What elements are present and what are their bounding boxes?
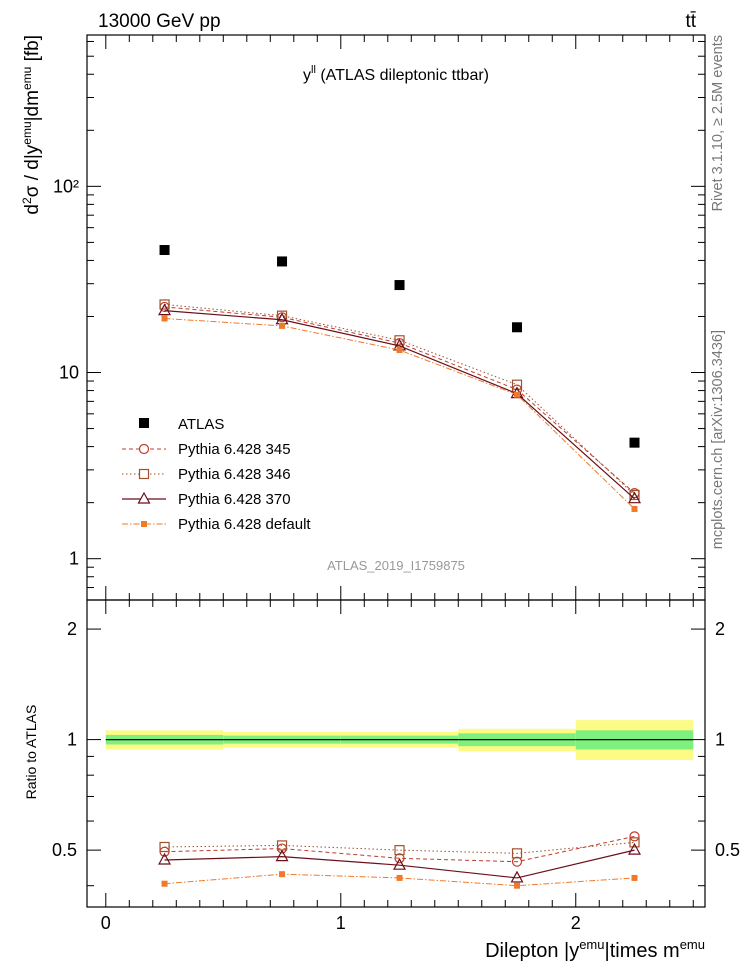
series-pythia-6-428-default [161, 315, 638, 512]
data-point [514, 391, 521, 398]
ratio-plot-content [105, 720, 694, 889]
data-point [629, 837, 640, 848]
data-point [158, 303, 172, 316]
main-plot-content [158, 245, 642, 512]
data-point [161, 315, 168, 322]
main-x-ticks [105, 35, 694, 600]
ratio-panel: 0.5 0.5 1 1 2 2 0 1 2 Ratio to ATLAS Dilepton |… [23, 599, 740, 962]
legend-entry-345: Pythia 6.428 345 [122, 441, 291, 458]
data-point [161, 880, 168, 887]
data-point [631, 874, 638, 881]
series-line [164, 306, 635, 494]
data-point [159, 299, 170, 310]
main-y-tick-label: 1 [69, 549, 79, 569]
ratio-y-tick-label: 2 [67, 619, 77, 639]
data-point [631, 505, 638, 512]
data-point [627, 491, 642, 504]
legend-entry-default: Pythia 6.428 default [122, 516, 311, 533]
data-point [394, 280, 405, 291]
legend-label-atlas: ATLAS [178, 416, 224, 433]
series-pythia-6-428-345 [159, 831, 640, 867]
ratio-frame [86, 599, 706, 908]
ratio-y-tick-label-right: 0.5 [715, 840, 740, 860]
data-point [275, 849, 289, 862]
main-y-tick-label: 10 [59, 363, 79, 383]
data-point [396, 874, 403, 881]
rivet-label: Rivet 3.1.10, ≥ 2.5M events [710, 35, 726, 211]
ratio-y-tick-label-right: 2 [715, 619, 725, 639]
analysis-id: ATLAS_2019_I1759875 [327, 558, 465, 573]
data-point [158, 852, 172, 865]
data-point [393, 857, 407, 870]
mcplots-label: mcplots.cern.ch [arXiv:1306.3436] [710, 330, 726, 549]
main-title: yll (ATLAS dileptonic ttbar) [303, 64, 489, 84]
series-line [164, 303, 635, 496]
legend-label-370: Pythia 6.428 370 [178, 491, 291, 508]
data-point [394, 853, 405, 864]
ratio-y-tick-label: 0.5 [52, 840, 77, 860]
data-point [277, 256, 288, 267]
main-y-tick-label: 10² [53, 176, 79, 196]
x-tick-label: 1 [336, 913, 346, 933]
main-y-ticks: 1 10 10² [53, 40, 705, 601]
series-pythia-6-428-370 [158, 842, 642, 883]
data-point [512, 322, 523, 333]
x-axis-label: Dilepton |yemu|times memu [485, 937, 705, 962]
ratio-y-ticks: 0.5 0.5 1 1 2 2 [52, 619, 740, 887]
data-point [510, 870, 524, 883]
legend: ATLAS Pythia 6.428 345 Pythia 6.428 346 … [122, 416, 311, 533]
energy-label: 13000 GeV pp [98, 11, 221, 32]
data-point [279, 871, 286, 878]
legend-label-default: Pythia 6.428 default [178, 516, 311, 533]
legend-label-345: Pythia 6.428 345 [178, 441, 291, 458]
ratio-x-ticks: 0 1 2 [101, 600, 694, 933]
x-tick-label: 0 [101, 913, 111, 933]
series-line [164, 318, 635, 510]
data-point [629, 831, 640, 842]
series-line [164, 310, 635, 500]
data-point [511, 856, 523, 867]
series-line [164, 849, 635, 879]
main-y-axis-label: d2σ / d|yemu|dmemu [fb] [20, 35, 43, 215]
ratio-y-tick-label-right: 1 [715, 730, 725, 750]
series-pythia-6-428-346 [159, 299, 640, 501]
main-panel: 1 10 10² yll (ATLAS dileptonic ttbar) ATLA… [20, 34, 706, 601]
data-point [511, 379, 523, 390]
ratio-y-tick-label: 1 [67, 730, 77, 750]
process-label: tt̄ [685, 11, 696, 32]
data-point [279, 322, 286, 329]
data-point [159, 245, 170, 256]
data-point [629, 437, 640, 448]
ratio-y-axis-label: Ratio to ATLAS [23, 705, 39, 800]
x-tick-label: 2 [571, 913, 581, 933]
data-point [394, 335, 405, 346]
data-point [514, 882, 521, 889]
data-point [159, 841, 170, 853]
legend-entry-346: Pythia 6.428 346 [122, 466, 291, 483]
data-point [627, 842, 642, 855]
data-point [511, 848, 523, 859]
legend-label-346: Pythia 6.428 346 [178, 466, 291, 483]
series-line [164, 835, 635, 863]
series-atlas [159, 245, 640, 448]
legend-entry-370: Pythia 6.428 370 [122, 491, 291, 508]
series-pythia-6-428-default [161, 871, 638, 889]
data-point [396, 347, 403, 354]
data-point [394, 845, 405, 856]
legend-entry-atlas: ATLAS [139, 416, 224, 433]
series-pythia-6-428-346 [159, 837, 640, 859]
